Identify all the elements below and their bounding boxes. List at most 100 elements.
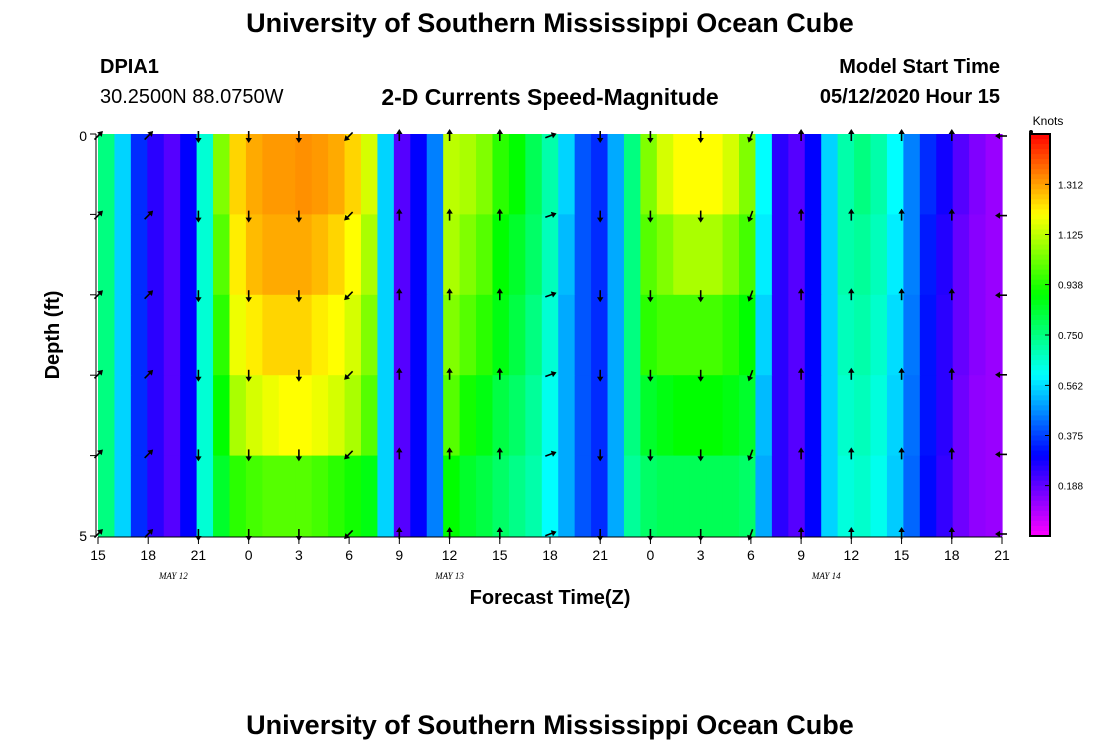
heatmap-cell	[788, 455, 806, 537]
current-arrow-head	[496, 288, 503, 294]
current-arrow-head	[697, 376, 704, 382]
heatmap-cell	[344, 455, 362, 537]
heatmap-cell	[180, 214, 198, 296]
heatmap-cell	[360, 214, 379, 296]
current-arrow	[995, 292, 1007, 299]
heatmap-cell	[459, 214, 477, 296]
heatmap-cell	[870, 134, 888, 215]
current-arrow-head	[948, 367, 955, 373]
x-tick-label: 15	[90, 547, 106, 563]
heatmap-cell	[755, 375, 773, 457]
plot-title: 2-D Currents Speed-Magnitude	[381, 84, 719, 110]
current-arrow-head	[245, 297, 252, 303]
current-arrow	[647, 369, 654, 382]
heatmap-cell	[459, 134, 477, 215]
heatmap-cell	[771, 214, 789, 296]
station-coordinates: 30.2500N 88.0750W	[100, 86, 284, 108]
colorbar-segment	[1030, 239, 1050, 246]
current-arrow	[144, 449, 154, 459]
heatmap-cell	[689, 455, 707, 537]
heatmap-cell	[541, 134, 559, 215]
current-arrow	[195, 449, 202, 462]
heatmap-cell	[443, 375, 461, 457]
current-arrow	[446, 129, 453, 141]
current-arrow	[948, 447, 955, 460]
colorbar-segment	[1030, 450, 1050, 457]
current-arrow-head	[797, 288, 805, 294]
current-arrow	[195, 290, 202, 303]
heatmap-cell	[508, 455, 526, 537]
current-arrow	[344, 131, 354, 141]
current-arrow	[496, 447, 503, 460]
current-arrow	[245, 449, 252, 462]
x-axis-label: Forecast Time(Z)	[470, 587, 631, 609]
heatmap-cell	[919, 375, 937, 457]
current-arrow-head	[245, 217, 252, 223]
heatmap-cell	[788, 134, 806, 215]
heatmap-cell	[163, 455, 181, 537]
current-arrow	[995, 530, 1007, 538]
colorbar-segment	[1030, 139, 1050, 145]
colorbar-segment	[1030, 189, 1050, 195]
colorbar-segment	[1030, 530, 1050, 537]
heatmap-cell	[755, 455, 773, 537]
heatmap-cell	[114, 134, 132, 215]
heatmap-cell	[755, 214, 773, 296]
heatmap-cell	[213, 134, 231, 215]
heatmap-cell	[771, 375, 789, 457]
current-arrow-head	[898, 208, 905, 214]
heatmap-cell	[656, 375, 674, 457]
heatmap-cell	[541, 294, 559, 376]
heatmap-cell	[969, 294, 987, 376]
colorbar-tick-label: 0.562	[1058, 381, 1083, 392]
heatmap-cell	[985, 134, 1003, 215]
heatmap-cell	[706, 214, 724, 296]
current-arrow-head	[995, 451, 1000, 458]
heatmap-cell	[344, 214, 362, 296]
heatmap-cell	[98, 214, 116, 296]
current-arrow-head	[797, 527, 805, 532]
heatmap-cell	[163, 294, 181, 376]
current-arrow-head	[747, 455, 754, 461]
current-arrow	[697, 369, 704, 382]
x-tick-label: 21	[994, 547, 1010, 563]
colorbar-segment	[1030, 289, 1050, 296]
heatmap-cell	[295, 294, 313, 376]
colorbar-segment	[1030, 249, 1050, 256]
heatmap-cell	[969, 214, 987, 296]
heatmap-cell	[870, 455, 888, 537]
heatmap-cell	[640, 294, 658, 376]
heatmap-cell	[706, 134, 724, 215]
heatmap-cell	[98, 134, 116, 215]
current-arrow-head	[295, 138, 303, 143]
current-arrow-head	[647, 297, 654, 303]
heatmap-cell	[656, 294, 674, 376]
x-tick-label: 15	[492, 547, 508, 563]
heatmap-cell	[443, 134, 461, 215]
current-arrow	[747, 210, 754, 223]
heatmap-cell	[623, 134, 641, 215]
current-arrow	[344, 529, 354, 539]
current-arrow-head	[344, 373, 350, 380]
current-arrow	[848, 288, 855, 301]
heatmap-cell	[114, 375, 132, 457]
current-arrow-head	[948, 447, 955, 453]
heatmap-cell	[722, 294, 740, 376]
heatmap-cell	[508, 214, 526, 296]
heatmap-cell	[229, 134, 247, 215]
colorbar-tick-label: 0.188	[1058, 482, 1083, 493]
current-arrow	[245, 210, 252, 223]
current-arrow-head	[344, 294, 350, 301]
x-tick-label: 21	[592, 547, 608, 563]
heatmap-cell	[673, 134, 691, 215]
heatmap-cell	[426, 455, 444, 537]
colorbar-marker	[1029, 130, 1033, 134]
current-arrow	[446, 288, 453, 301]
heatmap-cell	[722, 214, 740, 296]
heatmap-cell	[426, 375, 444, 457]
x-tick-label: 15	[894, 547, 910, 563]
x-tick-label: 9	[395, 547, 403, 563]
heatmap-cell	[476, 134, 494, 215]
colorbar-segment	[1030, 510, 1050, 517]
heatmap-cell	[245, 294, 263, 376]
